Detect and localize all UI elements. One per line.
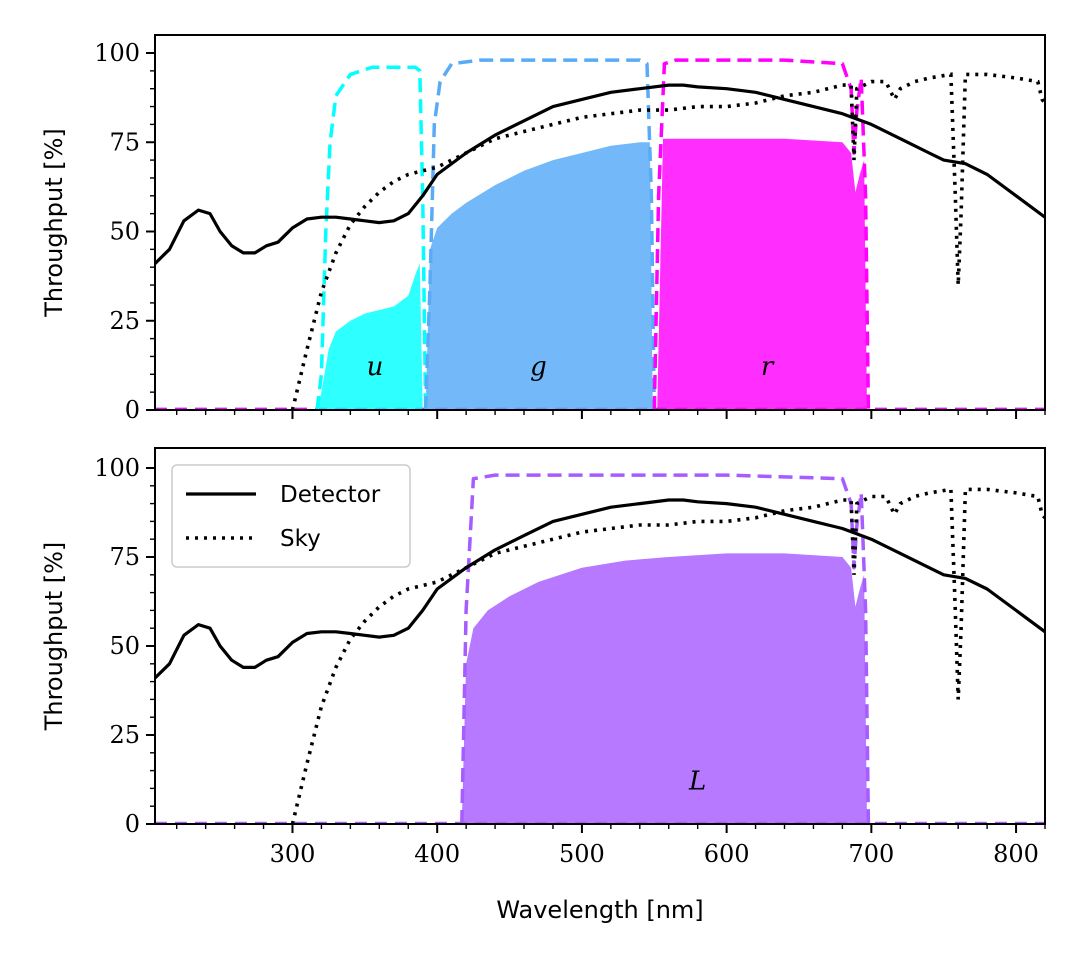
top-plot-area <box>155 58 1045 410</box>
x-tick-label: 500 <box>559 840 605 868</box>
y-tick-label: 25 <box>109 721 140 749</box>
top-panel: u g r 0 25 50 75 100 Throughput [%] <box>40 34 1046 424</box>
band-label-L: L <box>688 766 706 796</box>
legend-label-sky: Sky <box>280 526 321 552</box>
x-axis-label: Wavelength [nm] <box>496 896 703 924</box>
sky-curve <box>290 487 1045 824</box>
sky-curve <box>290 72 1045 410</box>
legend-label-detector: Detector <box>280 482 381 508</box>
x-tick-label: 300 <box>270 840 316 868</box>
y-tick-label: 100 <box>94 39 140 67</box>
y-tick-label: 0 <box>125 396 140 424</box>
band-label-u: u <box>367 352 384 382</box>
legend: Detector Sky <box>171 464 411 568</box>
legend-box <box>171 464 411 568</box>
band-r-transmission-curve <box>652 58 871 410</box>
bottom-panel: L 0 25 50 75 100 300 400 500 600 700 800 Throughput … <box>40 447 1046 868</box>
y-tick-label: 50 <box>109 632 140 660</box>
band-u-throughput-area <box>317 263 423 410</box>
top-y-axis-label: Throughput [%] <box>40 128 68 318</box>
x-tick-label: 700 <box>848 840 894 868</box>
y-tick-label: 50 <box>109 218 140 246</box>
y-tick-label: 75 <box>109 543 140 571</box>
band-r-throughput-area <box>657 138 867 410</box>
bottom-axes-frame <box>154 447 1046 825</box>
band-g-throughput-area <box>425 142 653 410</box>
x-tick-label: 800 <box>993 840 1039 868</box>
bottom-y-axis-label: Throughput [%] <box>40 542 68 732</box>
band-label-r: r <box>761 352 775 382</box>
y-tick-label: 100 <box>94 454 140 482</box>
y-tick-label: 75 <box>109 128 140 156</box>
band-g-transmission-curve <box>423 58 657 410</box>
band-label-g: g <box>530 352 547 382</box>
x-tick-label: 600 <box>704 840 750 868</box>
band-L-throughput-area <box>461 553 867 824</box>
y-tick-label: 0 <box>125 810 140 838</box>
x-tick-label: 400 <box>414 840 460 868</box>
band-u-transmission-curve <box>315 65 428 410</box>
band-L-transmission-curve <box>460 473 871 824</box>
y-tick-label: 25 <box>109 307 140 335</box>
top-axes-frame <box>154 34 1046 411</box>
